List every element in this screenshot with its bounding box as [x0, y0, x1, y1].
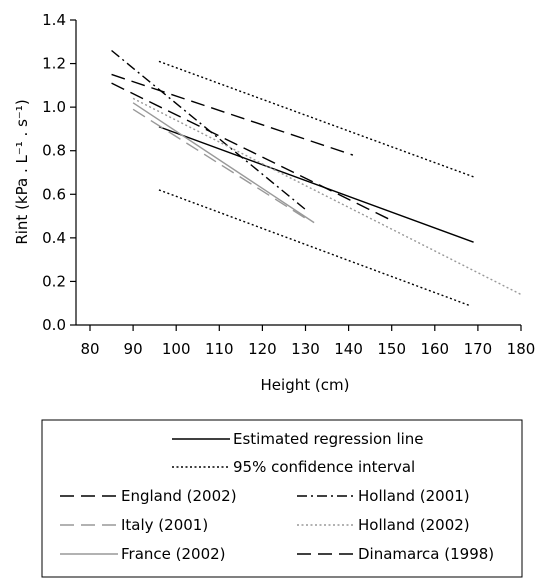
- y-tick-label: 1.4: [42, 11, 66, 29]
- y-tick-label: 0.8: [42, 142, 66, 160]
- series-line-england-2002: [111, 73, 354, 156]
- series-line-95-confidence-interval: [158, 189, 470, 307]
- legend-item-england-2002: England (2002): [60, 487, 237, 505]
- series-line-estimated-regression-line: [158, 126, 474, 243]
- x-tick-label: 120: [248, 340, 277, 358]
- series-line-france-2002: [132, 102, 315, 224]
- legend-item-italy-2001: Italy (2001): [60, 516, 208, 534]
- legend-label: Estimated regression line: [233, 430, 424, 448]
- series-line-95-confidence-interval: [158, 60, 474, 178]
- legend-item-estimated-regression-line: Estimated regression line: [172, 430, 424, 448]
- legend-item-france-2002: France (2002): [60, 545, 226, 563]
- x-tick-label: 100: [162, 340, 191, 358]
- series-line-italy-2001: [132, 108, 306, 219]
- y-tick-label: 0.2: [42, 272, 66, 290]
- x-tick-label: 110: [205, 340, 234, 358]
- y-axis-title: Rint (kPa . L⁻¹ . s⁻¹): [13, 99, 31, 244]
- legend-item-holland-2002: Holland (2002): [297, 516, 470, 534]
- legend-box: [41, 419, 523, 578]
- y-tick-label: 1.0: [42, 98, 66, 116]
- x-tick-label: 90: [124, 340, 143, 358]
- legend-item-holland-2001: Holland (2001): [297, 487, 470, 505]
- x-ticks: 80 90 100 110 120 130 140 150 160 170 180: [80, 325, 535, 358]
- legend-label: Italy (2001): [121, 516, 208, 534]
- series-line-holland-2002: [132, 97, 522, 296]
- x-tick-label: 160: [420, 340, 449, 358]
- legend-label: England (2002): [121, 487, 237, 505]
- x-tick-label: 140: [334, 340, 363, 358]
- y-tick-label: 1.2: [42, 55, 66, 73]
- legend-label: Dinamarca (1998): [358, 545, 494, 563]
- legend-label: 95% confidence interval: [233, 458, 415, 476]
- x-tick-label: 150: [377, 340, 406, 358]
- x-tick-label: 170: [464, 340, 493, 358]
- legend-label: France (2002): [121, 545, 226, 563]
- legend-item-95-confidence-interval: 95% confidence interval: [172, 458, 415, 476]
- plot-lines: [111, 49, 522, 307]
- series-line-dinamarca-1998: [111, 82, 393, 222]
- legend-item-dinamarca-1998: Dinamarca (1998): [297, 545, 494, 563]
- x-axis-title: Height (cm): [261, 376, 350, 394]
- y-tick-label: 0.4: [42, 229, 66, 247]
- legend-label: Holland (2002): [358, 516, 470, 534]
- axes: 0.0 0.2 0.4 0.6 0.8 1.0 1.2 1.4 80 90 100 110 120 13…: [42, 11, 535, 358]
- x-tick-label: 80: [80, 340, 99, 358]
- legend-items: Estimated regression line 95% confidence …: [60, 430, 494, 563]
- y-tick-label: 0.6: [42, 185, 66, 203]
- x-tick-label: 130: [291, 340, 320, 358]
- legend-label: Holland (2001): [358, 487, 470, 505]
- x-tick-label: 180: [507, 340, 536, 358]
- y-tick-label: 0.0: [42, 316, 66, 334]
- legend: Estimated regression line 95% confidence …: [41, 419, 523, 578]
- y-ticks: 0.0 0.2 0.4 0.6 0.8 1.0 1.2 1.4: [42, 11, 76, 334]
